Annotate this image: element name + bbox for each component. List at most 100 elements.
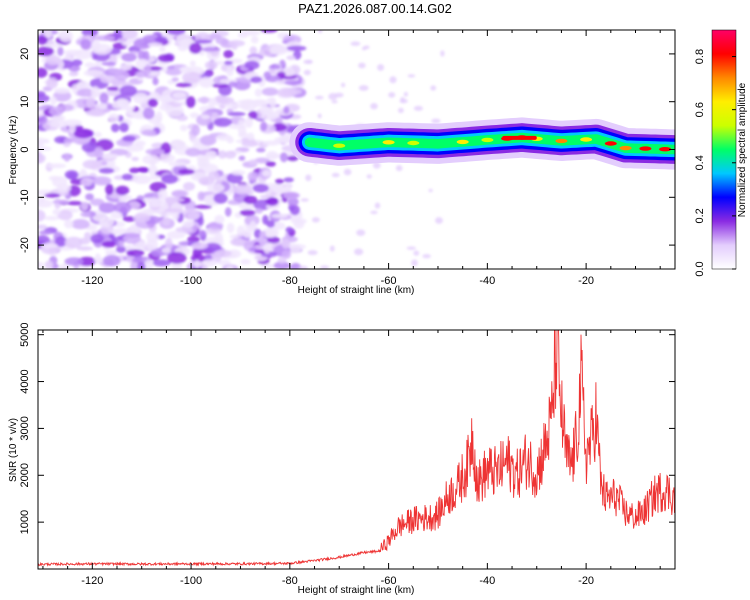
noise-blob — [114, 70, 130, 81]
noise-blob — [90, 198, 105, 206]
noise-blob — [149, 175, 161, 180]
spectrogram-signal-band — [289, 117, 675, 170]
noise-blob — [270, 184, 284, 193]
noise-blob — [166, 30, 186, 36]
noise-blob — [133, 38, 152, 50]
noise-blob — [254, 88, 263, 97]
noise-blob — [50, 96, 57, 106]
noise-blob — [54, 236, 67, 247]
noise-blob — [270, 64, 281, 70]
noise-blob-sparse — [370, 210, 378, 215]
noise-blob — [273, 261, 291, 269]
noise-blob — [213, 117, 232, 127]
noise-blob — [211, 112, 219, 119]
noise-blob-sparse — [303, 69, 311, 76]
noise-blob — [191, 242, 209, 250]
snr-frame — [37, 329, 676, 570]
noise-blob — [109, 148, 129, 156]
noise-blob — [144, 259, 154, 269]
noise-blob — [263, 243, 271, 254]
signal-core — [502, 135, 537, 140]
noise-blob — [261, 87, 279, 96]
noise-blob — [108, 113, 120, 123]
noise-blob — [91, 39, 101, 52]
noise-blob — [254, 208, 263, 214]
noise-blob — [80, 38, 92, 50]
y-tick-label: 0 — [19, 146, 31, 152]
signal-hotspot — [555, 138, 568, 144]
noise-blob — [286, 55, 296, 60]
snr-background — [38, 330, 675, 569]
noise-blob — [38, 230, 52, 235]
noise-blob — [82, 159, 103, 170]
noise-blob — [240, 258, 251, 265]
y-tick-label: 3000 — [19, 416, 31, 440]
noise-blob — [208, 97, 215, 110]
noise-blob — [102, 254, 121, 267]
noise-blob — [113, 30, 124, 40]
noise-blob — [247, 132, 255, 141]
noise-blob — [224, 60, 233, 65]
noise-blob — [214, 214, 225, 224]
noise-blob — [115, 185, 130, 196]
noise-blob — [154, 36, 168, 43]
noise-blob — [43, 216, 60, 221]
noise-blob — [232, 184, 253, 195]
noise-blob — [207, 183, 225, 193]
noise-blob — [238, 131, 249, 138]
noise-blob — [200, 114, 210, 120]
noise-blob — [282, 88, 302, 95]
x-tick-label: -20 — [578, 575, 594, 587]
noise-blob — [92, 176, 112, 186]
noise-blob-sparse — [411, 259, 418, 267]
signal-hotspot — [333, 143, 346, 148]
noise-blob — [282, 191, 300, 199]
signal-hotspot — [580, 137, 593, 142]
signal-hotspot — [382, 140, 395, 145]
noise-blob — [57, 210, 73, 221]
noise-blob — [161, 174, 179, 184]
noise-blob-sparse — [300, 198, 309, 202]
noise-blob — [136, 261, 146, 269]
signal-hotspot — [481, 137, 494, 143]
noise-blob — [243, 195, 258, 205]
noise-blob — [80, 177, 93, 187]
noise-blob — [59, 30, 74, 43]
noise-blob — [176, 114, 188, 122]
noise-blob — [189, 42, 202, 54]
noise-blob — [175, 82, 193, 88]
noise-blob — [57, 46, 64, 57]
noise-blob-sparse — [358, 85, 369, 91]
noise-blob-sparse — [440, 50, 445, 57]
noise-blob — [226, 136, 234, 144]
noise-blob — [198, 176, 215, 186]
noise-blob — [98, 167, 115, 174]
noise-blob — [46, 77, 58, 89]
noise-blob — [148, 164, 158, 177]
noise-blob — [94, 131, 102, 138]
noise-blob — [261, 170, 271, 177]
noise-blob — [152, 77, 159, 86]
noise-blob — [38, 195, 45, 204]
noise-blob — [250, 76, 263, 83]
noise-blob — [248, 110, 258, 119]
noise-blob — [54, 87, 71, 94]
noise-blob — [204, 60, 218, 70]
noise-blob — [252, 183, 269, 193]
noise-blob — [244, 214, 260, 226]
noise-blob — [231, 42, 238, 50]
noise-blob — [46, 163, 67, 169]
noise-blob — [137, 50, 146, 61]
noise-blob — [132, 174, 152, 185]
spectrogram-noise-blobs — [38, 30, 445, 269]
noise-blob-sparse — [358, 62, 366, 69]
noise-blob — [266, 197, 279, 206]
noise-blob — [279, 152, 288, 163]
noise-blob — [38, 67, 48, 78]
noise-blob — [213, 192, 228, 204]
noise-blob — [265, 228, 277, 238]
noise-blob — [286, 243, 302, 254]
x-tick-label: -20 — [578, 275, 594, 287]
noise-blob — [80, 201, 89, 211]
noise-blob — [249, 220, 257, 231]
